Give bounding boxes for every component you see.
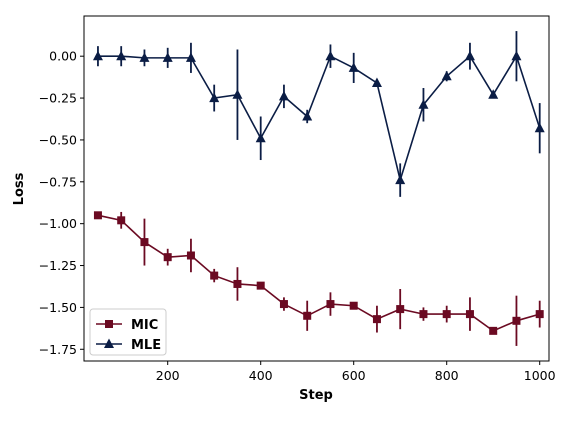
x-tick-label: 1000	[524, 368, 556, 383]
mle-point	[441, 70, 452, 81]
mic-point	[186, 251, 195, 260]
mle-point	[116, 50, 127, 61]
legend: MIC MLE	[89, 308, 167, 356]
mle-line	[97, 54, 541, 184]
mic-point	[279, 300, 288, 309]
mle-legend-label: MLE	[131, 338, 161, 353]
mic-point	[372, 315, 381, 324]
y-tick-label: −0.25	[39, 91, 77, 106]
plot-frame	[83, 15, 550, 362]
mic-point	[210, 271, 219, 280]
marks-layer	[92, 31, 545, 346]
mic-point	[140, 238, 149, 247]
mle-point	[395, 174, 406, 185]
mle-point	[185, 52, 196, 62]
y-tick-label: −0.75	[39, 174, 77, 189]
mle-point	[139, 52, 150, 62]
y-tick-label: −1.25	[39, 258, 77, 273]
mic-point	[489, 326, 498, 335]
y-tick-label: −1.00	[39, 216, 77, 231]
mle-point	[255, 132, 266, 143]
x-tick-label: 200	[156, 368, 180, 383]
mic-series	[93, 211, 544, 346]
x-tick-label: 800	[435, 368, 459, 383]
mic-point	[442, 310, 451, 319]
x-tick-label: 400	[249, 368, 273, 383]
mic-point	[419, 310, 428, 319]
mic-point	[535, 310, 544, 319]
y-tick-label: −1.75	[39, 342, 77, 357]
ticks-layer: 200 400 600 800 1000 0.00 −0.25 −0.50 −0.75 −1.00…	[39, 49, 556, 383]
mic-point	[326, 300, 335, 309]
mle-legend-marker	[104, 338, 114, 348]
mic-point	[163, 253, 172, 262]
mle-point	[209, 92, 220, 103]
mle-point	[325, 50, 336, 61]
mic-point	[233, 279, 242, 288]
mic-point	[396, 305, 405, 314]
mle-point	[302, 110, 313, 121]
mic-point	[93, 211, 102, 220]
mic-point	[256, 281, 265, 290]
mle-point	[162, 52, 173, 62]
x-tick-label: 600	[342, 368, 366, 383]
mle-point	[278, 90, 289, 101]
mle-point	[488, 89, 499, 99]
y-tick-label: −1.50	[39, 300, 77, 315]
mic-point	[512, 316, 521, 325]
mic-point	[465, 310, 474, 319]
mle-point	[511, 50, 522, 61]
y-tick-label: −0.50	[39, 132, 77, 147]
mle-point	[464, 50, 475, 61]
mic-point	[349, 301, 358, 310]
mle-series	[92, 31, 545, 197]
y-axis-label: Loss	[12, 172, 27, 205]
mic-legend-label: MIC	[131, 318, 158, 333]
mle-point	[534, 122, 545, 133]
mle-point	[371, 77, 382, 87]
mle-point	[418, 99, 429, 109]
mic-point	[117, 216, 126, 225]
legend-entries: MIC MLE	[96, 318, 161, 353]
y-tick-label: 0.00	[49, 49, 77, 64]
mic-point	[303, 311, 312, 320]
mle-point	[232, 89, 243, 99]
mle-point	[348, 62, 359, 72]
mle-point	[92, 50, 103, 61]
mic-legend-marker	[105, 320, 113, 328]
x-axis-label: Step	[299, 388, 333, 403]
